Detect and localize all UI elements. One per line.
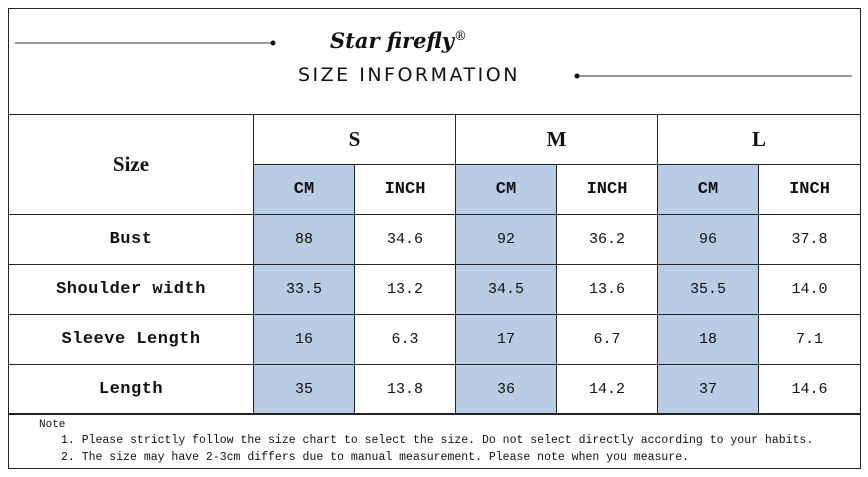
row-label: Sleeve Length <box>8 314 254 365</box>
value-cell: 37.8 <box>758 214 861 265</box>
value-cell: 6.3 <box>354 314 456 365</box>
corner-cell: Size <box>8 114 254 215</box>
unit-header: INCH <box>556 164 658 215</box>
value-cell: 96 <box>657 214 759 265</box>
rule-dot <box>574 73 580 79</box>
value-cell: 35 <box>253 364 355 415</box>
header-decor <box>15 40 852 79</box>
value-cell: 33.5 <box>253 264 355 315</box>
size-header: S <box>253 114 456 165</box>
brand: Star firefly® <box>330 28 467 53</box>
value-cell: 36 <box>455 364 557 415</box>
note-title: Note <box>39 419 66 431</box>
value-cell: 37 <box>657 364 759 415</box>
value-cell: 13.8 <box>354 364 456 415</box>
value-cell: 14.0 <box>758 264 861 315</box>
size-header: M <box>455 114 658 165</box>
value-cell: 34.6 <box>354 214 456 265</box>
value-cell: 14.2 <box>556 364 658 415</box>
value-cell: 17 <box>455 314 557 365</box>
value-cell: 7.1 <box>758 314 861 365</box>
value-cell: 16 <box>253 314 355 365</box>
value-cell: 88 <box>253 214 355 265</box>
registered-mark: ® <box>454 29 468 44</box>
value-cell: 36.2 <box>556 214 658 265</box>
row-label: Length <box>8 364 254 415</box>
size-header: L <box>657 114 861 165</box>
row-label: Bust <box>8 214 254 265</box>
brand-name: Star firefly <box>330 28 455 53</box>
note-item: 2. The size may have 2-3cm differs due t… <box>61 451 690 464</box>
rule-dot <box>270 40 276 46</box>
unit-header: CM <box>455 164 557 215</box>
note-item: 1. Please strictly follow the size chart… <box>61 434 814 447</box>
unit-header: CM <box>657 164 759 215</box>
value-cell: 35.5 <box>657 264 759 315</box>
unit-header: INCH <box>758 164 861 215</box>
title: SIZE INFORMATION <box>298 64 520 86</box>
value-cell: 13.6 <box>556 264 658 315</box>
unit-header: CM <box>253 164 355 215</box>
value-cell: 92 <box>455 214 557 265</box>
row-label: Shoulder width <box>8 264 254 315</box>
value-cell: 6.7 <box>556 314 658 365</box>
unit-header: INCH <box>354 164 456 215</box>
value-cell: 14.6 <box>758 364 861 415</box>
value-cell: 34.5 <box>455 264 557 315</box>
note-box: Note 1. Please strictly follow the size … <box>8 413 861 469</box>
value-cell: 13.2 <box>354 264 456 315</box>
value-cell: 18 <box>657 314 759 365</box>
